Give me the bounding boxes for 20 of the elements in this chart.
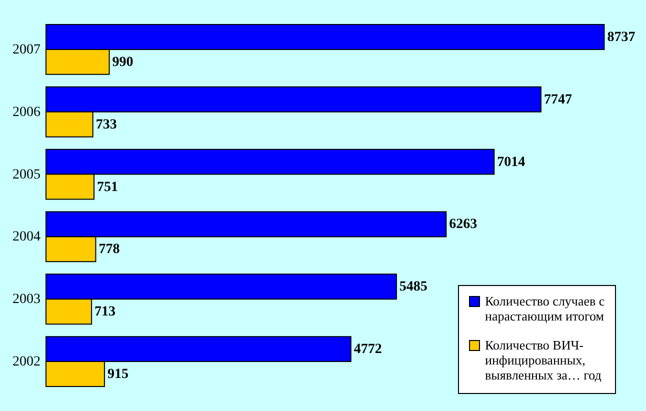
data-label: 990 <box>112 54 134 70</box>
y-tick-label: 2006 <box>12 104 40 120</box>
y-tick-label: 2002 <box>12 354 40 370</box>
y-tick-label: 2007 <box>12 42 40 58</box>
data-label: 5485 <box>399 280 428 295</box>
data-label: 751 <box>96 180 118 195</box>
data-label: 7747 <box>544 92 572 108</box>
y-tick-label: 2004 <box>12 230 40 245</box>
data-label: 6263 <box>449 217 478 232</box>
data-label: 778 <box>98 242 120 258</box>
y-tick-label: 2005 <box>12 167 40 182</box>
data-label: 8737 <box>607 30 636 45</box>
data-label: 7014 <box>497 154 526 170</box>
data-label: 713 <box>94 304 116 320</box>
legend-label: Количество ВИЧ-инфицированных, выявленных за… год <box>485 338 602 382</box>
data-label: 4772 <box>354 342 382 358</box>
data-label: 915 <box>107 367 128 382</box>
y-tick-label: 2003 <box>12 292 40 308</box>
data-label: 733 <box>96 117 117 132</box>
legend-label: Количество случаев с нарастающим итогом <box>485 294 605 324</box>
